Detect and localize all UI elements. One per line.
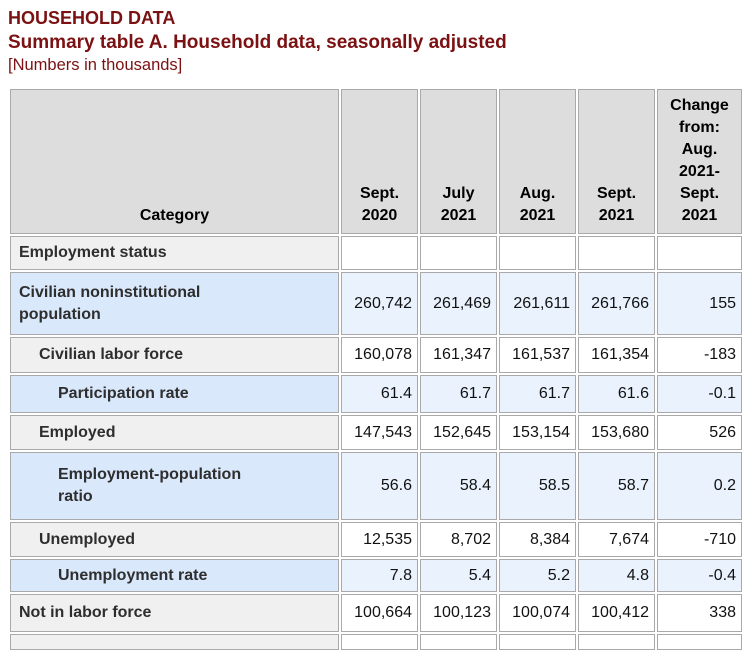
value-cell: 260,742	[341, 272, 418, 335]
value-cell: 261,766	[578, 272, 655, 335]
value-cell	[499, 236, 576, 270]
change-cell: 155	[657, 272, 742, 335]
table-row: Unemployment rate 7.8 5.4 5.2 4.8 -0.4	[10, 559, 742, 592]
table-row: Not in labor force 100,664 100,123 100,0…	[10, 594, 742, 632]
value-cell: 261,611	[499, 272, 576, 335]
category-cell: Civilian noninstitutional population	[10, 272, 339, 335]
table-row: Employment-population ratio 56.6 58.4 58…	[10, 452, 742, 520]
value-cell	[499, 634, 576, 650]
value-cell	[578, 634, 655, 650]
change-cell: -710	[657, 522, 742, 557]
value-cell: 8,702	[420, 522, 497, 557]
value-cell	[420, 236, 497, 270]
value-cell: 12,535	[341, 522, 418, 557]
category-cell: Not in labor force	[10, 594, 339, 632]
value-cell: 58.5	[499, 452, 576, 520]
change-cell: -0.1	[657, 375, 742, 413]
value-cell: 153,154	[499, 415, 576, 450]
column-header-sept-2020: Sept. 2020	[341, 89, 418, 234]
value-cell: 161,347	[420, 337, 497, 373]
value-cell: 161,537	[499, 337, 576, 373]
table-row: Civilian labor force 160,078 161,347 161…	[10, 337, 742, 373]
value-cell: 5.2	[499, 559, 576, 592]
category-cell: Unemployment rate	[10, 559, 339, 592]
header-row: Category Sept. 2020 July 2021 Aug. 2021 …	[10, 89, 742, 234]
category-cell: Employment status	[10, 236, 339, 270]
category-cell	[10, 634, 339, 650]
category-cell: Employed	[10, 415, 339, 450]
household-data-table: Category Sept. 2020 July 2021 Aug. 2021 …	[8, 87, 744, 652]
change-cell: 0.2	[657, 452, 742, 520]
column-header-change: Change from: Aug. 2021- Sept. 2021	[657, 89, 742, 234]
table-row: Employed 147,543 152,645 153,154 153,680…	[10, 415, 742, 450]
value-cell: 152,645	[420, 415, 497, 450]
value-cell: 61.4	[341, 375, 418, 413]
value-cell: 61.7	[499, 375, 576, 413]
value-cell: 58.7	[578, 452, 655, 520]
section-title: HOUSEHOLD DATA	[8, 8, 176, 28]
value-cell: 100,074	[499, 594, 576, 632]
change-cell: 526	[657, 415, 742, 450]
table-row: Employment status	[10, 236, 742, 270]
value-cell: 7,674	[578, 522, 655, 557]
change-cell	[657, 236, 742, 270]
change-cell: -183	[657, 337, 742, 373]
value-cell: 56.6	[341, 452, 418, 520]
value-cell	[341, 236, 418, 270]
value-cell: 100,123	[420, 594, 497, 632]
value-cell: 5.4	[420, 559, 497, 592]
column-header-sept-2021: Sept. 2021	[578, 89, 655, 234]
category-cell: Unemployed	[10, 522, 339, 557]
units-note: [Numbers in thousands]	[8, 56, 183, 74]
table-row: Unemployed 12,535 8,702 8,384 7,674 -710	[10, 522, 742, 557]
value-cell: 61.7	[420, 375, 497, 413]
category-cell: Civilian labor force	[10, 337, 339, 373]
value-cell: 160,078	[341, 337, 418, 373]
value-cell: 153,680	[578, 415, 655, 450]
value-cell	[420, 634, 497, 650]
column-header-july-2021: July 2021	[420, 89, 497, 234]
value-cell: 58.4	[420, 452, 497, 520]
category-cell: Participation rate	[10, 375, 339, 413]
value-cell: 61.6	[578, 375, 655, 413]
value-cell	[578, 236, 655, 270]
value-cell: 7.8	[341, 559, 418, 592]
change-cell	[657, 634, 742, 650]
value-cell: 261,469	[420, 272, 497, 335]
category-cell: Employment-population ratio	[10, 452, 339, 520]
change-cell: 338	[657, 594, 742, 632]
change-cell: -0.4	[657, 559, 742, 592]
value-cell: 100,664	[341, 594, 418, 632]
value-cell: 8,384	[499, 522, 576, 557]
value-cell: 100,412	[578, 594, 655, 632]
value-cell: 161,354	[578, 337, 655, 373]
title-block: HOUSEHOLD DATA Summary table A. Househol…	[8, 7, 742, 76]
column-header-aug-2021: Aug. 2021	[499, 89, 576, 234]
value-cell	[341, 634, 418, 650]
table-row: Participation rate 61.4 61.7 61.7 61.6 -…	[10, 375, 742, 413]
value-cell: 4.8	[578, 559, 655, 592]
value-cell: 147,543	[341, 415, 418, 450]
table-row: Civilian noninstitutional population 260…	[10, 272, 742, 335]
column-header-category: Category	[10, 89, 339, 234]
table-row-cutoff	[10, 634, 742, 650]
table-title: Summary table A. Household data, seasona…	[8, 32, 507, 53]
